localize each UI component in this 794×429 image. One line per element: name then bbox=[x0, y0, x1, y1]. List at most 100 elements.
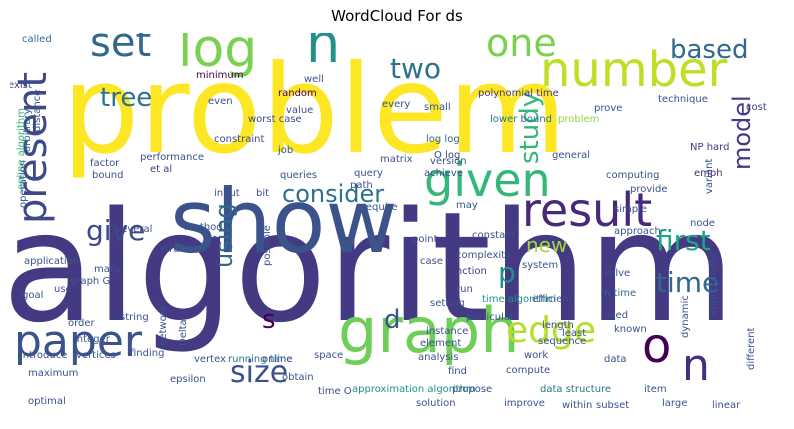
word-setting: setting bbox=[430, 298, 465, 309]
word-new: new bbox=[526, 233, 567, 257]
chart-title: WordCloud For ds bbox=[331, 7, 463, 25]
word-analysis: analysis bbox=[418, 352, 459, 363]
word-maximum: maximum bbox=[28, 368, 78, 379]
word-p: p bbox=[498, 256, 516, 289]
word-online: online bbox=[262, 354, 293, 365]
word-space: space bbox=[314, 350, 343, 361]
word-model: model bbox=[728, 95, 756, 170]
word-item: item bbox=[644, 384, 667, 395]
word-run: run bbox=[456, 284, 473, 295]
word-every: every bbox=[382, 99, 410, 110]
word-achieve: achieve bbox=[424, 168, 463, 179]
word-exist: exist bbox=[10, 80, 32, 91]
word-sequence: sequence bbox=[538, 336, 586, 347]
word-show: show bbox=[170, 170, 397, 273]
word-time-algorithm: time algorithm bbox=[482, 294, 556, 305]
word-obtain: obtain bbox=[282, 372, 314, 383]
word-n: n bbox=[682, 340, 710, 391]
word-order: order bbox=[68, 318, 96, 329]
word-o-log: O log bbox=[434, 150, 460, 161]
word-query: query bbox=[354, 168, 383, 179]
word-least: least bbox=[562, 328, 586, 339]
word-n: n bbox=[306, 33, 340, 75]
word-within: within bbox=[562, 400, 592, 411]
word-data-structure: data structure bbox=[540, 384, 611, 395]
word-linear: linear bbox=[712, 400, 741, 411]
word-propose: propose bbox=[452, 384, 492, 395]
word-possible: possible bbox=[262, 225, 273, 266]
word-used: used bbox=[604, 310, 628, 321]
word-bound: bound bbox=[92, 170, 124, 181]
word-may: may bbox=[456, 200, 478, 211]
word-size: size bbox=[230, 355, 288, 390]
word-study: study bbox=[515, 92, 545, 164]
word-introduce: introduce bbox=[20, 350, 67, 361]
word-result: result bbox=[522, 183, 652, 237]
word-case: case bbox=[420, 256, 443, 267]
word-input: input bbox=[214, 188, 240, 199]
word-compute: compute bbox=[506, 365, 550, 376]
word-log: log bbox=[178, 33, 257, 79]
word-tree: tree bbox=[100, 83, 152, 113]
word-well: well bbox=[304, 74, 324, 85]
word-running-time: running time bbox=[228, 354, 292, 365]
word-work: work bbox=[524, 350, 548, 361]
word-node: node bbox=[690, 218, 715, 229]
word-factor: factor bbox=[90, 158, 120, 169]
word-random: random bbox=[278, 88, 317, 99]
word-cost: cost bbox=[746, 102, 767, 113]
word-provide: provide bbox=[630, 184, 668, 195]
word-different: different bbox=[746, 327, 757, 370]
word-instance: instance bbox=[426, 326, 468, 337]
word-simple: simple bbox=[614, 204, 647, 215]
word-efficient: efficient bbox=[532, 294, 573, 305]
word-lower-bound: lower bound bbox=[490, 114, 552, 125]
word-general: general bbox=[552, 150, 590, 161]
word-bit: bit bbox=[256, 188, 269, 199]
word-known: known bbox=[614, 324, 647, 335]
word-minimum: minimum bbox=[196, 70, 243, 81]
word-time-o: time O bbox=[318, 386, 352, 397]
word-log-log: log log bbox=[426, 134, 460, 145]
word-small: small bbox=[424, 102, 451, 113]
word-first: first bbox=[656, 224, 711, 257]
word-dynamic: dynamic bbox=[680, 295, 691, 338]
word-approach: approach bbox=[614, 226, 661, 237]
word-based: based bbox=[670, 35, 748, 65]
word-vertex: vertex bbox=[194, 354, 226, 365]
word-structure: structure bbox=[160, 244, 205, 255]
word-emph: emph bbox=[694, 168, 723, 179]
word-one: one bbox=[486, 33, 557, 65]
word-version: version bbox=[430, 156, 467, 167]
word-integer: integer bbox=[74, 334, 111, 345]
word-number: number bbox=[540, 42, 728, 98]
word-improve: improve bbox=[504, 398, 545, 409]
word-large: large bbox=[662, 398, 687, 409]
word-matrix: matrix bbox=[380, 154, 413, 165]
word-length: length bbox=[542, 320, 574, 331]
word-complexity: complexity bbox=[456, 250, 511, 261]
word-using: using bbox=[210, 203, 238, 268]
word-distance: distance bbox=[32, 90, 43, 132]
word-method: method bbox=[184, 222, 223, 233]
word-computing: computing bbox=[606, 170, 659, 181]
word-string: string bbox=[120, 312, 149, 323]
word-paper: paper bbox=[14, 316, 143, 367]
word-consider: consider bbox=[282, 180, 384, 208]
word-algorithm: algorithm bbox=[10, 179, 736, 356]
word-point: point bbox=[412, 234, 438, 245]
word-two: two bbox=[390, 52, 441, 85]
word-worst-case: worst case bbox=[248, 114, 302, 125]
word-subset: subset bbox=[596, 400, 629, 411]
word-problem: problem bbox=[558, 114, 599, 125]
word-graph-g: graph G bbox=[70, 276, 110, 287]
word-problem: problem bbox=[62, 39, 567, 181]
word-n-time: n time bbox=[604, 288, 636, 299]
word-prove: prove bbox=[594, 103, 622, 114]
word-variant: variant bbox=[704, 159, 715, 194]
word-value: value bbox=[286, 105, 313, 116]
word-use: use bbox=[54, 284, 72, 295]
word-optimal: optimal bbox=[28, 396, 66, 407]
word-delta: Delta bbox=[178, 319, 189, 346]
